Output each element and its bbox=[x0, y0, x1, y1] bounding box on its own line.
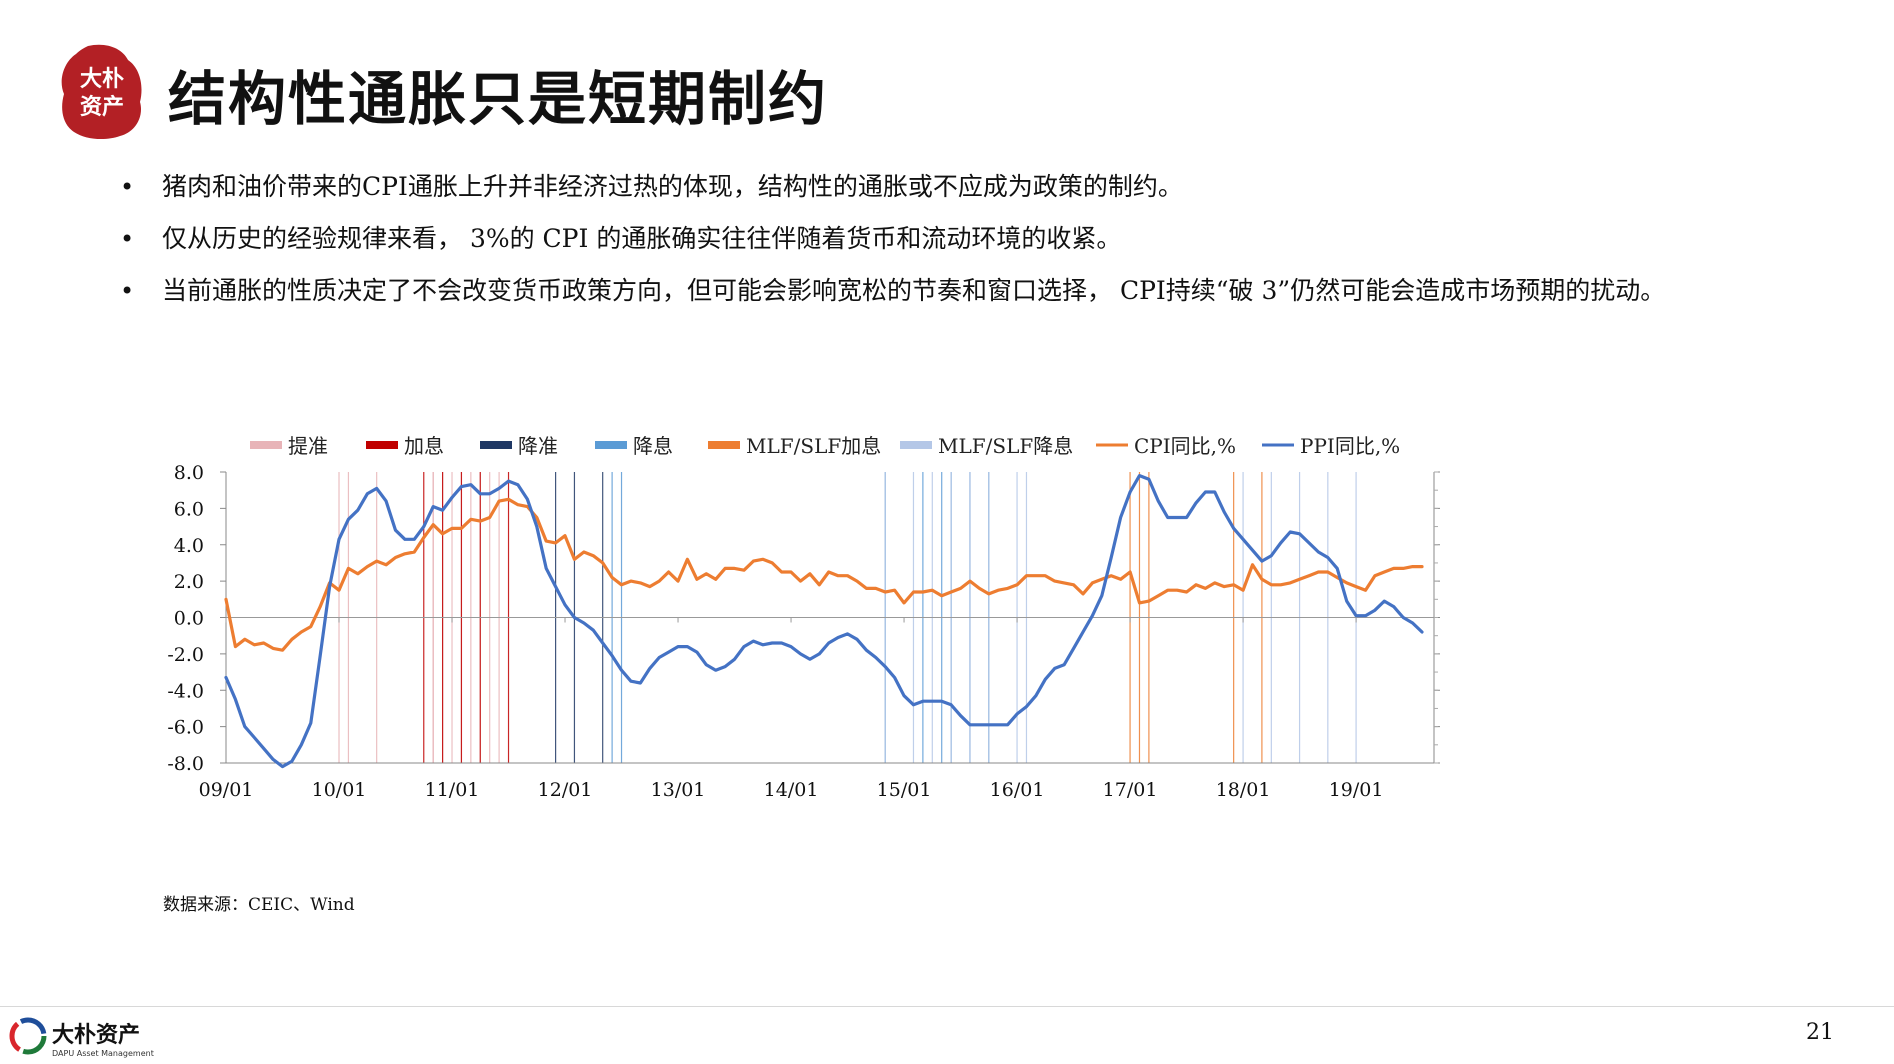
series-line bbox=[224, 497, 1424, 652]
x-tick-label: 16/01 bbox=[990, 779, 1045, 801]
legend-label: PPI同比,% bbox=[1300, 434, 1400, 458]
brand-seal-logo: 大朴 资产 bbox=[58, 42, 148, 142]
y-tick-label: -8.0 bbox=[167, 753, 204, 775]
cpi-ppi-chart: 提准 加息 降准 降息 MLF/SLF加息 MLF/SLF降息 CPI同比,% PPI同比,%… bbox=[167, 434, 1440, 801]
legend-label: 提准 bbox=[288, 434, 328, 458]
x-tick-label: 10/01 bbox=[312, 779, 367, 801]
legend-swatch bbox=[366, 441, 398, 449]
legend-swatch bbox=[708, 441, 740, 449]
bullet-text: 仅从历史的经验规律来看， 3%的 CPI 的通胀确实往往伴随着货币和流动环境的收… bbox=[162, 224, 1122, 253]
footer-brand-en: DAPU Asset Management bbox=[52, 1049, 154, 1058]
bullet-item: • 当前通胀的性质决定了不会改变货币政策方向，但可能会影响宽松的节奏和窗口选择， … bbox=[120, 274, 1800, 308]
legend-label: MLF/SLF降息 bbox=[938, 434, 1073, 458]
x-tick-label: 14/01 bbox=[764, 779, 819, 801]
x-tick-label: 11/01 bbox=[425, 779, 480, 801]
y-tick-label: 0.0 bbox=[174, 608, 204, 630]
y-tick-label: 8.0 bbox=[174, 462, 204, 484]
legend-label: CPI同比,% bbox=[1134, 434, 1236, 458]
bullet-dot: • bbox=[120, 173, 135, 201]
x-tick-label: 17/01 bbox=[1103, 779, 1158, 801]
bullet-dot: • bbox=[120, 225, 135, 253]
bullet-dot: • bbox=[120, 277, 135, 305]
legend-label: 降准 bbox=[518, 434, 558, 458]
legend-swatch bbox=[250, 441, 282, 449]
x-tick-label: 12/01 bbox=[538, 779, 593, 801]
x-tick-label: 09/01 bbox=[199, 779, 254, 801]
footer-divider bbox=[0, 1006, 1894, 1007]
legend-label: 降息 bbox=[633, 434, 673, 458]
x-tick-label: 19/01 bbox=[1329, 779, 1384, 801]
data-source-note: 数据来源：CEIC、Wind bbox=[163, 895, 355, 915]
bullet-text: 当前通胀的性质决定了不会改变货币政策方向，但可能会影响宽松的节奏和窗口选择， C… bbox=[162, 276, 1666, 305]
legend-label: MLF/SLF加息 bbox=[746, 434, 881, 458]
y-tick-label: -2.0 bbox=[167, 644, 204, 666]
x-tick-label: 13/01 bbox=[651, 779, 706, 801]
footer-brand-cn: 大朴资产 bbox=[52, 1023, 140, 1048]
legend-swatch bbox=[900, 441, 932, 449]
legend-swatch bbox=[595, 441, 627, 449]
y-tick-label: 2.0 bbox=[174, 571, 204, 593]
bullet-text: 猪肉和油价带来的CPI通胀上升并非经济过热的体现，结构性的通胀或不应成为政策的制… bbox=[162, 172, 1183, 201]
x-tick-label: 15/01 bbox=[877, 779, 932, 801]
series-line bbox=[224, 473, 1424, 769]
legend-swatch bbox=[480, 441, 512, 449]
footer-brand-logo: 大朴资产 DAPU Asset Management bbox=[6, 1014, 206, 1060]
y-tick-label: 6.0 bbox=[174, 498, 204, 520]
bullet-item: • 猪肉和油价带来的CPI通胀上升并非经济过热的体现，结构性的通胀或不应成为政策的… bbox=[120, 170, 1800, 204]
page-number: 21 bbox=[1806, 1020, 1834, 1045]
svg-text:资产: 资产 bbox=[80, 95, 124, 120]
page-title: 结构性通胀只是短期制约 bbox=[168, 65, 829, 133]
chart-container: 提准 加息 降准 降息 MLF/SLF加息 MLF/SLF降息 CPI同比,% PPI同比,%… bbox=[140, 390, 1760, 870]
bullet-list: • 猪肉和油价带来的CPI通胀上升并非经济过热的体现，结构性的通胀或不应成为政策的… bbox=[120, 170, 1800, 326]
bullet-item: • 仅从历史的经验规律来看， 3%的 CPI 的通胀确实往往伴随着货币和流动环境的… bbox=[120, 222, 1800, 256]
y-tick-label: -6.0 bbox=[167, 717, 204, 739]
legend-label: 加息 bbox=[404, 434, 444, 458]
svg-text:大朴: 大朴 bbox=[80, 67, 124, 92]
x-tick-label: 18/01 bbox=[1216, 779, 1271, 801]
y-tick-label: 4.0 bbox=[174, 535, 204, 557]
y-tick-label: -4.0 bbox=[167, 680, 204, 702]
